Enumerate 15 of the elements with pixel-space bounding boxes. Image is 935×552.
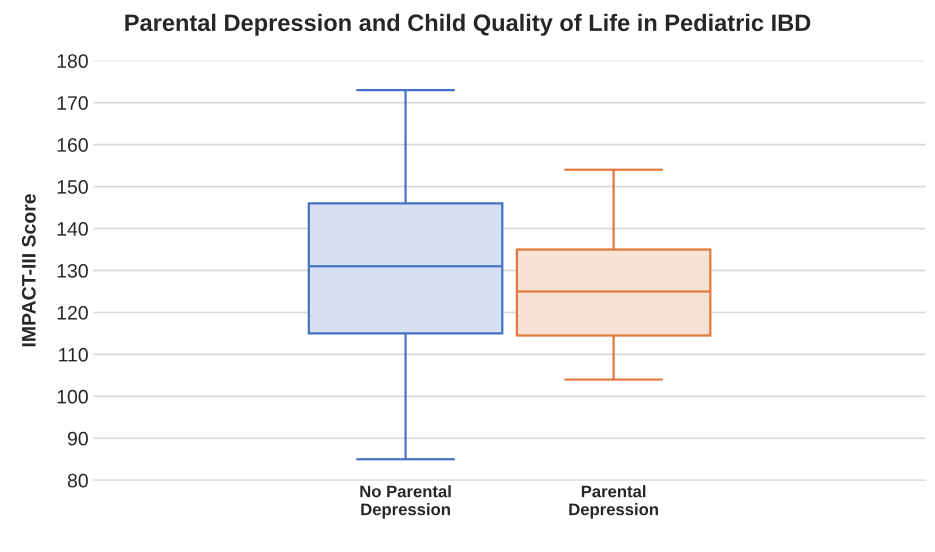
y-tick-label: 130 xyxy=(58,264,88,278)
y-tick-label: 90 xyxy=(68,432,88,446)
x-tick-label: No Parental Depression xyxy=(360,485,451,519)
y-tick-label: 160 xyxy=(58,138,88,152)
y-tick-label: 140 xyxy=(58,222,88,236)
y-tick-label: 150 xyxy=(58,180,88,194)
y-tick-label: 120 xyxy=(58,306,88,320)
y-axis-title: IMPACT-III Score xyxy=(22,194,36,346)
chart-title: Parental Depression and Child Quality of Life in Pediatric IBD xyxy=(125,14,810,36)
y-tick-label: 100 xyxy=(58,390,88,404)
x-tick-label: Parental Depression xyxy=(569,485,658,519)
y-tick-label: 170 xyxy=(58,96,88,110)
y-tick-label: 180 xyxy=(58,54,88,68)
y-tick-label: 110 xyxy=(59,348,88,362)
y-tick-label: 80 xyxy=(68,474,88,488)
